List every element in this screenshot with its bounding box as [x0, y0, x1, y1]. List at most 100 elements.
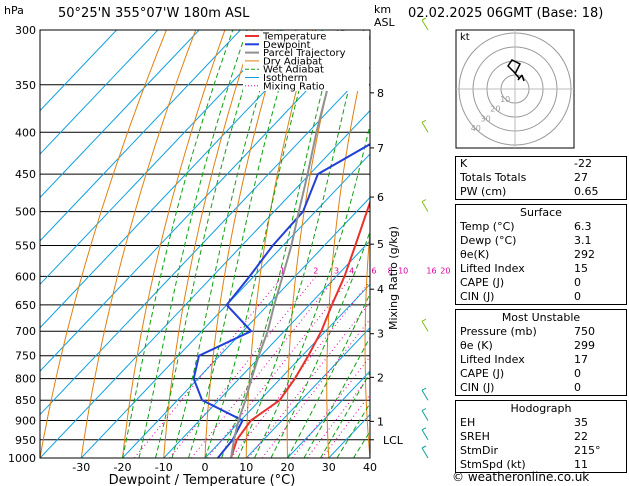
hodograph-title: Hodograph [510, 402, 572, 415]
hodograph-row: StmSpd (kt) 11 [456, 458, 626, 472]
pressure-tick-label: 600 [15, 270, 36, 283]
wind-barb [421, 408, 427, 411]
hodograph-row: EH 35 [456, 416, 626, 430]
km-tick-label: 5 [377, 238, 384, 251]
surface-label: CIN (J) [460, 290, 495, 303]
wind-barb [421, 445, 427, 449]
wind-barb [421, 447, 429, 459]
temperature-tick-label: 30 [322, 461, 336, 474]
wet-adiabat-line [336, 402, 370, 458]
isotherm-line [287, 370, 370, 458]
hodograph-label: StmDir [460, 444, 499, 457]
wet-adiabat-line [188, 30, 297, 458]
wet-adiabat-line [221, 30, 339, 458]
wet-adiabat-line [122, 30, 234, 458]
temperature-tick-label: -10 [155, 461, 173, 474]
legend-label: Wet Adiabat [263, 65, 324, 76]
wind-barb [421, 429, 429, 441]
most-unstable-value: 17 [574, 353, 588, 366]
isotherm-line [40, 30, 241, 242]
most-unstable-label: θe (K) [460, 339, 493, 352]
hodograph-ring-label: 20 [490, 105, 500, 114]
pressure-tick-label: 700 [15, 325, 36, 338]
surface-label: CAPE (J) [460, 276, 505, 289]
wet-adiabat-line [138, 30, 248, 458]
isotherm-line [204, 283, 370, 458]
mixing-ratio-line [191, 276, 337, 458]
km-tick-label: 1 [377, 415, 384, 428]
most-unstable-title: Most Unstable [501, 311, 581, 324]
hodograph-ring-label: 30 [481, 114, 491, 123]
pressure-tick-label: 450 [15, 168, 36, 181]
hodograph-ring-label: 40 [471, 124, 481, 133]
pressure-tick-label: 300 [15, 24, 36, 37]
mixing-ratio-line [169, 276, 317, 458]
wind-barb [421, 410, 429, 421]
legend-label: Mixing Ratio [263, 81, 325, 92]
temperature-tick-label: 10 [239, 461, 253, 474]
mixing-ratio-line [247, 301, 370, 458]
wind-barb [421, 119, 427, 123]
surface-value: 292 [574, 248, 595, 261]
totals-totals-value: 27 [574, 171, 588, 184]
surface-row: Lifted Index 15 [456, 262, 626, 276]
pressure-tick-label: 400 [15, 126, 36, 139]
mixing-ratio-line [207, 276, 353, 458]
most-unstable-label: Pressure (mb) [460, 325, 537, 338]
surface-label: θe(K) [460, 248, 490, 261]
most-unstable-row: Lifted Index 17 [456, 353, 626, 367]
isotherm-line [40, 109, 370, 458]
surface-value: 0 [574, 276, 581, 289]
pressure-tick-label: 950 [15, 434, 36, 447]
surface-label: Lifted Index [460, 262, 525, 275]
most-unstable-label: CAPE (J) [460, 367, 505, 380]
legend-box [243, 31, 369, 91]
hodograph-value: 22 [574, 430, 588, 443]
wet-adiabat-line [303, 336, 370, 458]
x-axis-label: Dewpoint / Temperature (°C) [109, 473, 296, 486]
surface-row: θe(K) 292 [456, 248, 626, 262]
location-title: 50°25'N 355°07'W 180m ASL [58, 6, 250, 21]
dry-adiabat-line [204, 30, 284, 458]
km-unit-label: km [374, 3, 391, 16]
pressure-unit-label: hPa [4, 4, 24, 17]
dewpoint-line [192, 143, 370, 458]
surface-title: Surface [520, 206, 562, 219]
pressure-tick-label: 900 [15, 415, 36, 428]
dry-adiabat-line [326, 32, 370, 458]
indices-box: K -22 Totals Totals 27 PW (cm) 0.65 [455, 156, 627, 200]
surface-row: Temp (°C) 6.3 [456, 220, 626, 234]
mixing-ratio-label: 16 [426, 266, 436, 275]
copyright: © weatheronline.co.uk [452, 470, 590, 484]
wind-barb [421, 318, 427, 322]
pressure-tick-label: 500 [15, 206, 36, 219]
mixing-ratio-label: 2 [313, 266, 318, 275]
most-unstable-value: 0 [574, 367, 581, 380]
most-unstable-row: CAPE (J) 0 [456, 367, 626, 381]
mixing-ratio-label: 1 [280, 266, 285, 275]
isotherm-line [40, 30, 365, 372]
temperature-tick-label: 0 [202, 461, 209, 474]
hodograph-row: SREH 22 [456, 430, 626, 444]
wind-barb [421, 201, 429, 212]
index-panel: K -22 Totals Totals 27 PW (cm) 0.65 Surface… [455, 156, 627, 477]
mixing-ratio-label: 20 [440, 266, 450, 275]
legend-label: Isotherm [263, 73, 307, 84]
most-unstable-row: CIN (J) 0 [456, 381, 626, 395]
surface-box: Surface Temp (°C) 6.3 Dewp (°C) 3.1 θe(K) 292… [455, 204, 627, 305]
wet-adiabat-line [237, 30, 364, 458]
temperature-tick-label: 40 [363, 461, 377, 474]
dry-adiabat-line [40, 30, 167, 458]
dry-adiabat-line [122, 30, 226, 458]
surface-value: 0 [574, 290, 581, 303]
mixing-ratio-label: 10 [398, 266, 408, 275]
legend-label: Dewpoint [263, 40, 311, 51]
mixing-ratio-line [306, 374, 370, 458]
km-tick-label: 8 [377, 87, 384, 100]
mixing-ratio-axis-label: Mixing Ratio (g/kg) [387, 226, 400, 330]
hodograph-label: SREH [460, 430, 490, 443]
wind-barb [421, 122, 429, 133]
hodograph-ring-label: 10 [500, 95, 510, 104]
isotherm-line [40, 30, 324, 329]
hodograph-label: StmSpd (kt) [460, 458, 526, 471]
